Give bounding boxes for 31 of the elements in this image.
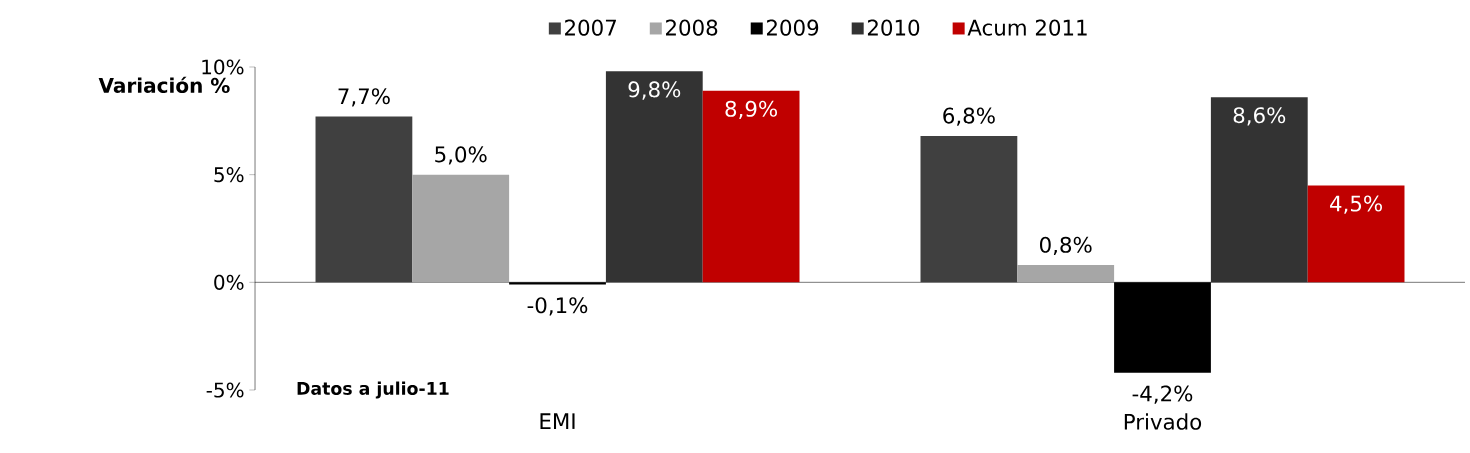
bar <box>702 90 800 283</box>
y-tick-label: 10% <box>202 59 244 75</box>
data-label: -4,2% <box>1132 385 1193 404</box>
x-tick-label: EMI <box>540 413 575 429</box>
bar <box>1017 265 1115 283</box>
bar <box>315 116 413 283</box>
y-axis-title: Variación % <box>98 76 230 93</box>
bar <box>605 71 703 283</box>
legend-label: 2007 <box>565 19 616 36</box>
y-tick-label: 0% <box>214 274 244 290</box>
legend-label: 2009 <box>766 19 819 36</box>
legend-label: Acum 2011 <box>967 19 1087 36</box>
data-label: 0,8% <box>1040 236 1092 256</box>
data-label: 8,9% <box>725 100 778 120</box>
bar <box>920 135 1018 283</box>
bar <box>412 174 510 283</box>
y-tick-label: 5% <box>214 167 244 183</box>
data-label: 6,8% <box>943 107 995 126</box>
data-label: 8,6% <box>1233 107 1286 126</box>
data-label: 4,5% <box>1330 195 1382 214</box>
legend-label: 2008 <box>666 19 718 36</box>
data-label: 7,7% <box>338 88 390 107</box>
data-label: -0,1% <box>527 297 588 316</box>
data-label: 9,8% <box>628 81 681 100</box>
y-tick-label: -5% <box>206 382 244 398</box>
bar <box>1307 185 1405 283</box>
bar <box>1210 97 1308 283</box>
x-tick-label: Privado <box>1124 413 1202 430</box>
legend-label: 2010 <box>867 19 920 36</box>
annotation: Datos a julio-11 <box>297 381 449 399</box>
data-label: 5,0% <box>435 146 487 165</box>
